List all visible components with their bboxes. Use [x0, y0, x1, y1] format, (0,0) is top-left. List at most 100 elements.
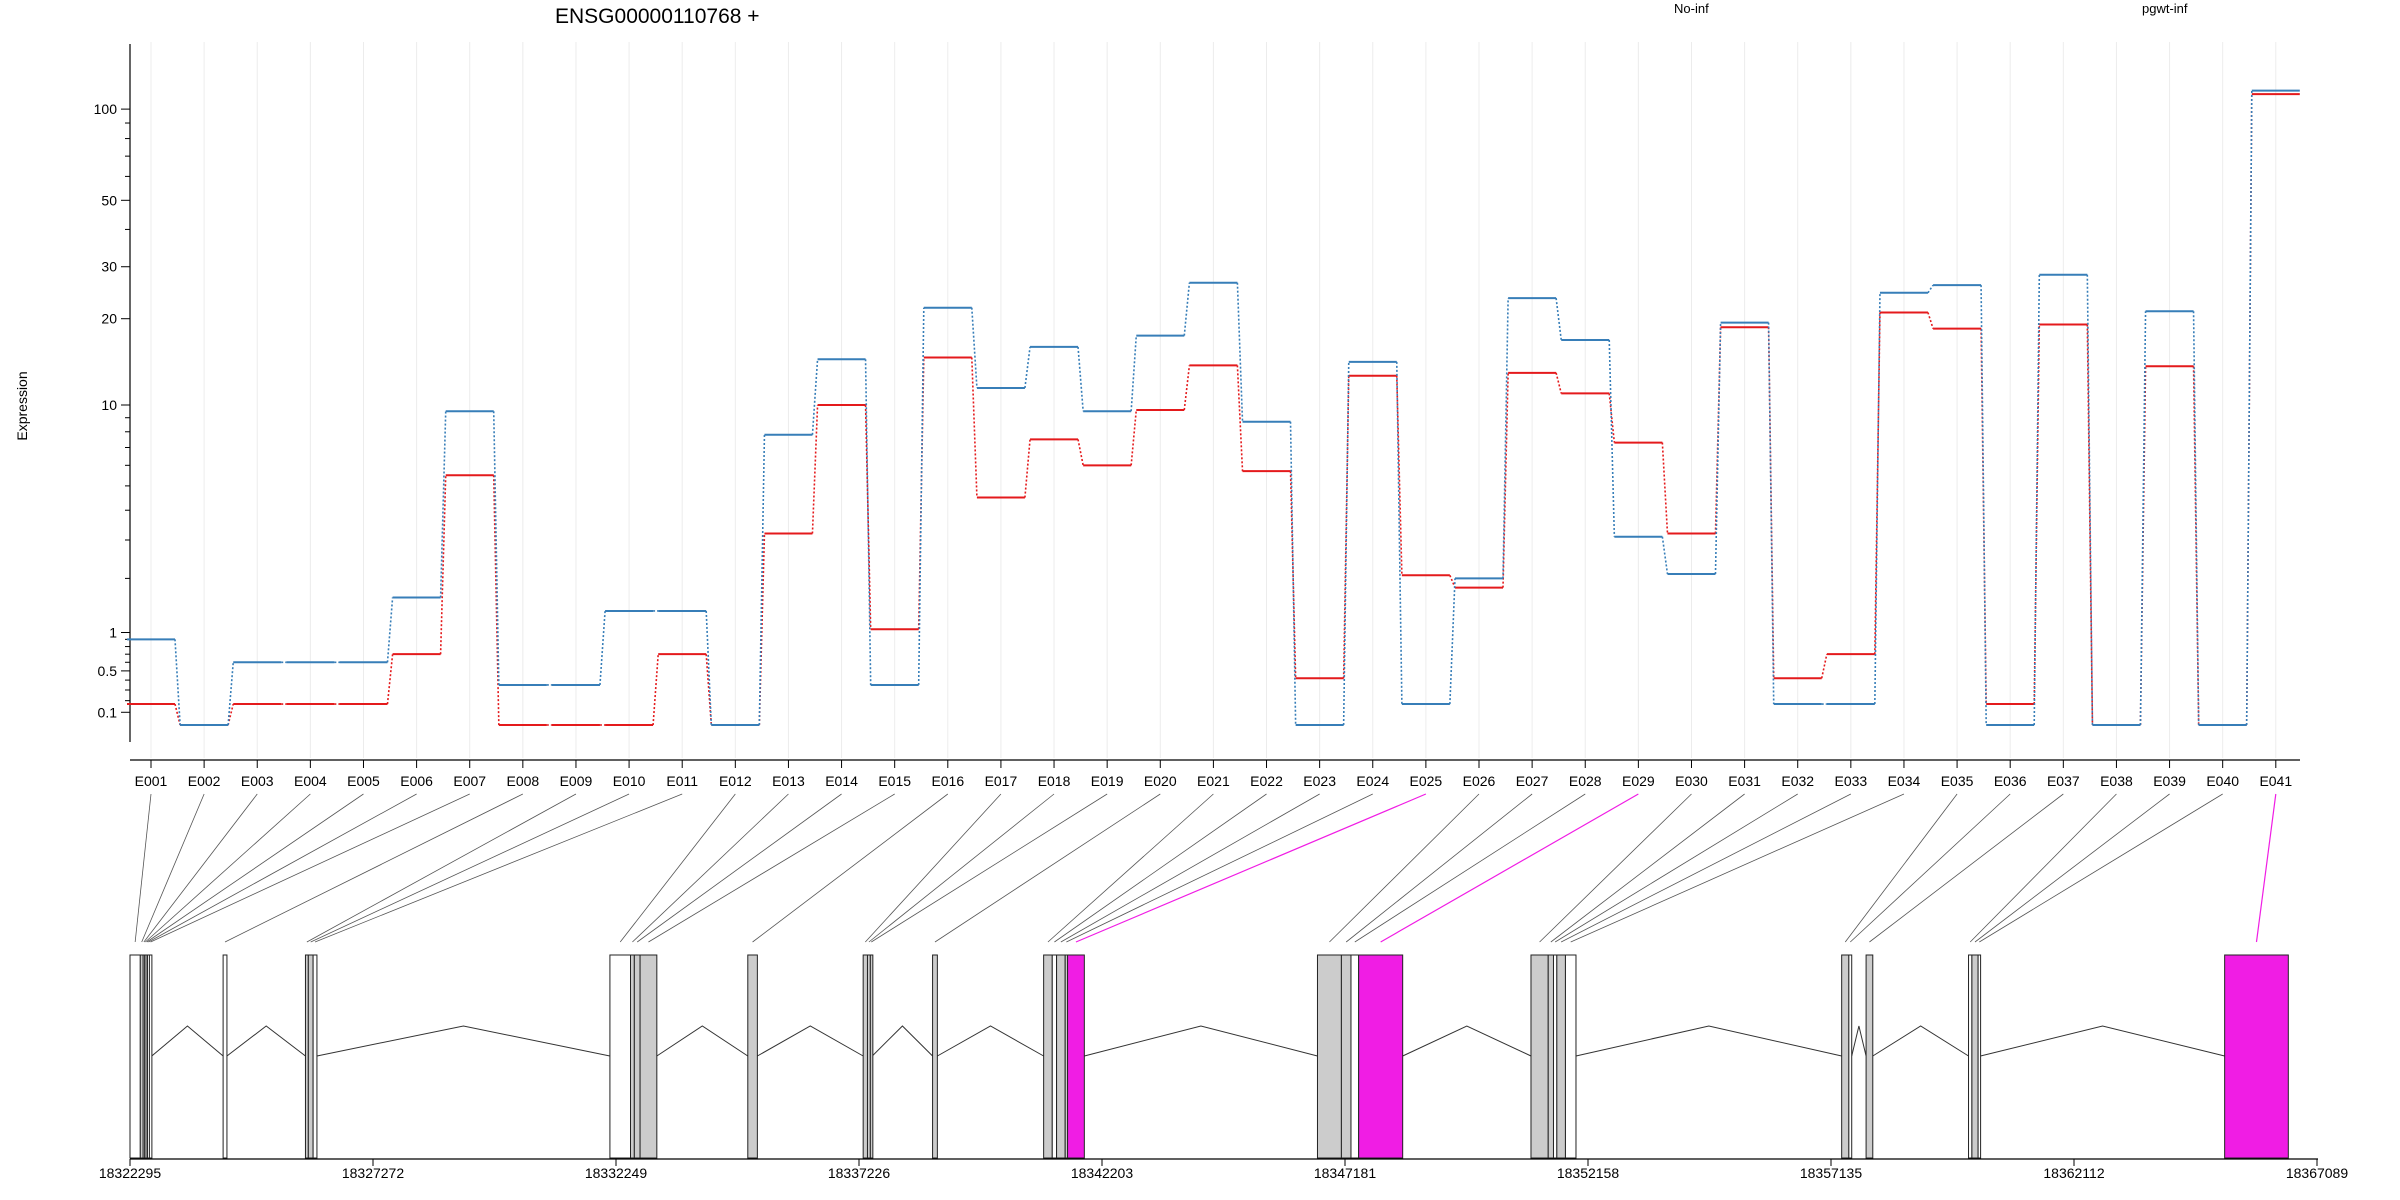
series-pgwt-inf-transition — [1449, 578, 1456, 705]
x-tick-label-e041: E041 — [2259, 773, 2292, 789]
exon-box-e032 — [1552, 954, 1558, 1159]
x-tick-label-e017: E017 — [985, 773, 1018, 789]
series-no-inf-transition — [1395, 375, 1403, 576]
x-tick-label-e003: E003 — [241, 773, 274, 789]
series-no-inf-transition — [1183, 365, 1191, 411]
exon-connector-e017 — [865, 793, 1002, 943]
series-pgwt-inf-transition — [492, 411, 500, 685]
x-tick-label-e006: E006 — [400, 773, 433, 789]
x-tick-label-e010: E010 — [613, 773, 646, 789]
exon-connector-e009 — [306, 793, 577, 943]
series-no-inf-transition — [227, 703, 235, 726]
series-pgwt-inf-transition — [1714, 322, 1722, 575]
exon-box-e010 — [307, 954, 314, 1159]
exon-connector-e026 — [1329, 793, 1480, 943]
series-pgwt-inf-transition — [917, 307, 925, 685]
exon-connector-e011 — [314, 793, 683, 943]
exon-box-e028 — [1350, 954, 1360, 1159]
intron-line — [937, 1025, 1044, 1057]
x-tick-label-e002: E002 — [188, 773, 221, 789]
series-no-inf-transition — [174, 703, 181, 726]
series-no-inf-transition — [1608, 393, 1616, 443]
exon-connector-e010 — [310, 793, 630, 943]
exon-connector-e004 — [145, 793, 311, 943]
genomic-tick-label-18352158: 18352158 — [1557, 1165, 1620, 1181]
x-tick-label-e023: E023 — [1303, 773, 1336, 789]
series-pgwt-inf-transition — [1395, 361, 1403, 705]
series-no-inf-transition — [1980, 328, 1987, 705]
genomic-tick-label-18327272: 18327272 — [342, 1165, 405, 1181]
series-pgwt-inf — [127, 89, 2300, 726]
x-tick-label-e007: E007 — [453, 773, 486, 789]
intron-line — [1575, 1025, 1842, 1057]
series-pgwt-inf-transition — [1767, 322, 1775, 705]
x-tick-label-e009: E009 — [560, 773, 593, 789]
exon-box-e033 — [1556, 954, 1566, 1159]
exon-connector-e033 — [1560, 793, 1852, 943]
exon-box-e015 — [639, 954, 658, 1159]
series-pgwt-inf-transition — [1874, 292, 1881, 705]
exon-box-e011 — [312, 954, 318, 1159]
exon-connector-e007 — [150, 793, 470, 943]
x-tick-label-e026: E026 — [1463, 773, 1496, 789]
x-tick-label-e018: E018 — [1038, 773, 1071, 789]
exon-connector-e035 — [1844, 793, 1958, 943]
x-tick-label-e020: E020 — [1144, 773, 1177, 789]
exon-connector-e025 — [1075, 793, 1427, 943]
x-tick-label-e033: E033 — [1834, 773, 1867, 789]
exon-box-e022 — [1051, 954, 1058, 1159]
exon-connector-e023 — [1060, 793, 1320, 943]
series-no-inf-transition — [1661, 442, 1669, 534]
y-tick-label-50: 50 — [101, 192, 117, 208]
x-tick-label-e022: E022 — [1250, 773, 1283, 789]
exon-connector-e031 — [1550, 793, 1745, 943]
series-no-inf-transition — [2086, 324, 2094, 726]
series-pgwt-inf-transition — [227, 662, 235, 726]
series-no-inf-transition — [1024, 439, 1031, 498]
genomic-tick-label-18337226: 18337226 — [828, 1165, 891, 1181]
x-tick-label-e031: E031 — [1728, 773, 1761, 789]
exon-connector-e027 — [1345, 793, 1533, 943]
gene-model — [129, 954, 2289, 1159]
series-pgwt-inf-transition — [599, 610, 606, 686]
exon-box-e020 — [932, 954, 938, 1159]
exon-connector-e002 — [141, 793, 205, 943]
x-tick-label-e032: E032 — [1781, 773, 1814, 789]
x-tick-label-e034: E034 — [1888, 773, 1921, 789]
series-pgwt-inf-transition — [1661, 536, 1669, 575]
exon-box-e037 — [1865, 954, 1874, 1159]
series-no-inf-transition — [1130, 409, 1138, 466]
exon-box-e007 — [148, 954, 153, 1159]
exon-connector-e037 — [1869, 793, 2064, 943]
exon-box-e001 — [129, 954, 141, 1159]
exon-connector-e030 — [1539, 793, 1692, 943]
exon-connector-e013 — [632, 793, 789, 943]
exon-connector-e020 — [934, 793, 1161, 943]
y-tick-label-100: 100 — [94, 101, 118, 117]
series-no-inf-transition — [1874, 312, 1881, 655]
exon-box-e040 — [1977, 954, 1982, 1159]
exon-connector-e019 — [871, 793, 1108, 943]
exon-box-e019 — [869, 954, 874, 1159]
series-pgwt-inf-transition — [2033, 274, 2041, 726]
exon-connector-e003 — [143, 793, 258, 943]
series-pgwt-inf-transition — [1289, 421, 1297, 726]
series-pgwt-inf-transition — [439, 411, 447, 598]
x-tick-label-e029: E029 — [1622, 773, 1655, 789]
exon-box-e029 — [1358, 954, 1404, 1159]
x-tick-label-e001: E001 — [135, 773, 168, 789]
intron-line — [226, 1025, 306, 1057]
x-tick-label-e027: E027 — [1516, 773, 1549, 789]
intron-line — [656, 1025, 749, 1057]
exon-connector-e036 — [1850, 793, 2011, 943]
series-no-inf-transition — [1820, 654, 1828, 679]
x-tick-label-e040: E040 — [2206, 773, 2239, 789]
exon-box-e014 — [633, 954, 641, 1159]
genomic-tick-label-18347181: 18347181 — [1314, 1165, 1377, 1181]
series-pgwt-inf-transition — [1236, 282, 1244, 422]
series-pgwt-inf-transition — [758, 434, 766, 726]
intron-line — [1084, 1025, 1318, 1057]
x-tick-label-e024: E024 — [1356, 773, 1389, 789]
exon-box-e030 — [1530, 954, 1549, 1159]
